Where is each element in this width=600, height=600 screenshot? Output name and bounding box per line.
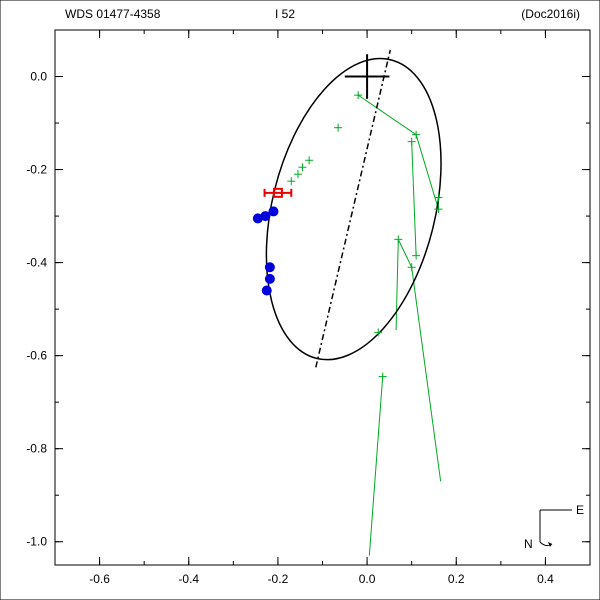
x-tick-label: 0.4 [537,572,554,586]
compass-e-label: E [576,503,584,517]
blue-point-marker [265,274,275,284]
blue-point-marker [265,262,275,272]
x-tick-label: 0.0 [359,572,376,586]
title-right: (Doc2016i) [521,7,580,21]
blue-point-marker [268,206,278,216]
x-tick-label: 0.2 [448,572,465,586]
title-center: I 52 [275,7,295,21]
y-tick-label: -0.8 [26,442,47,456]
y-tick-label: -0.2 [26,163,47,177]
outer-border [0,0,600,600]
y-tick-label: -0.6 [26,349,47,363]
title-left: WDS 01477-4358 [65,7,161,21]
y-tick-label: -1.0 [26,535,47,549]
y-tick-label: 0.0 [30,70,47,84]
y-tick-label: -0.4 [26,256,47,270]
compass-n-label: N [524,537,533,551]
x-tick-label: -0.4 [178,572,199,586]
x-tick-label: -0.2 [268,572,289,586]
orbit-plot: -0.6 -0.4 -0.2 0.0 0.2 0.4 -1.0 -0.8 -0.6 -0.4 -0.… [0,0,600,600]
blue-point-marker [262,286,272,296]
x-tick-label: -0.6 [89,572,110,586]
